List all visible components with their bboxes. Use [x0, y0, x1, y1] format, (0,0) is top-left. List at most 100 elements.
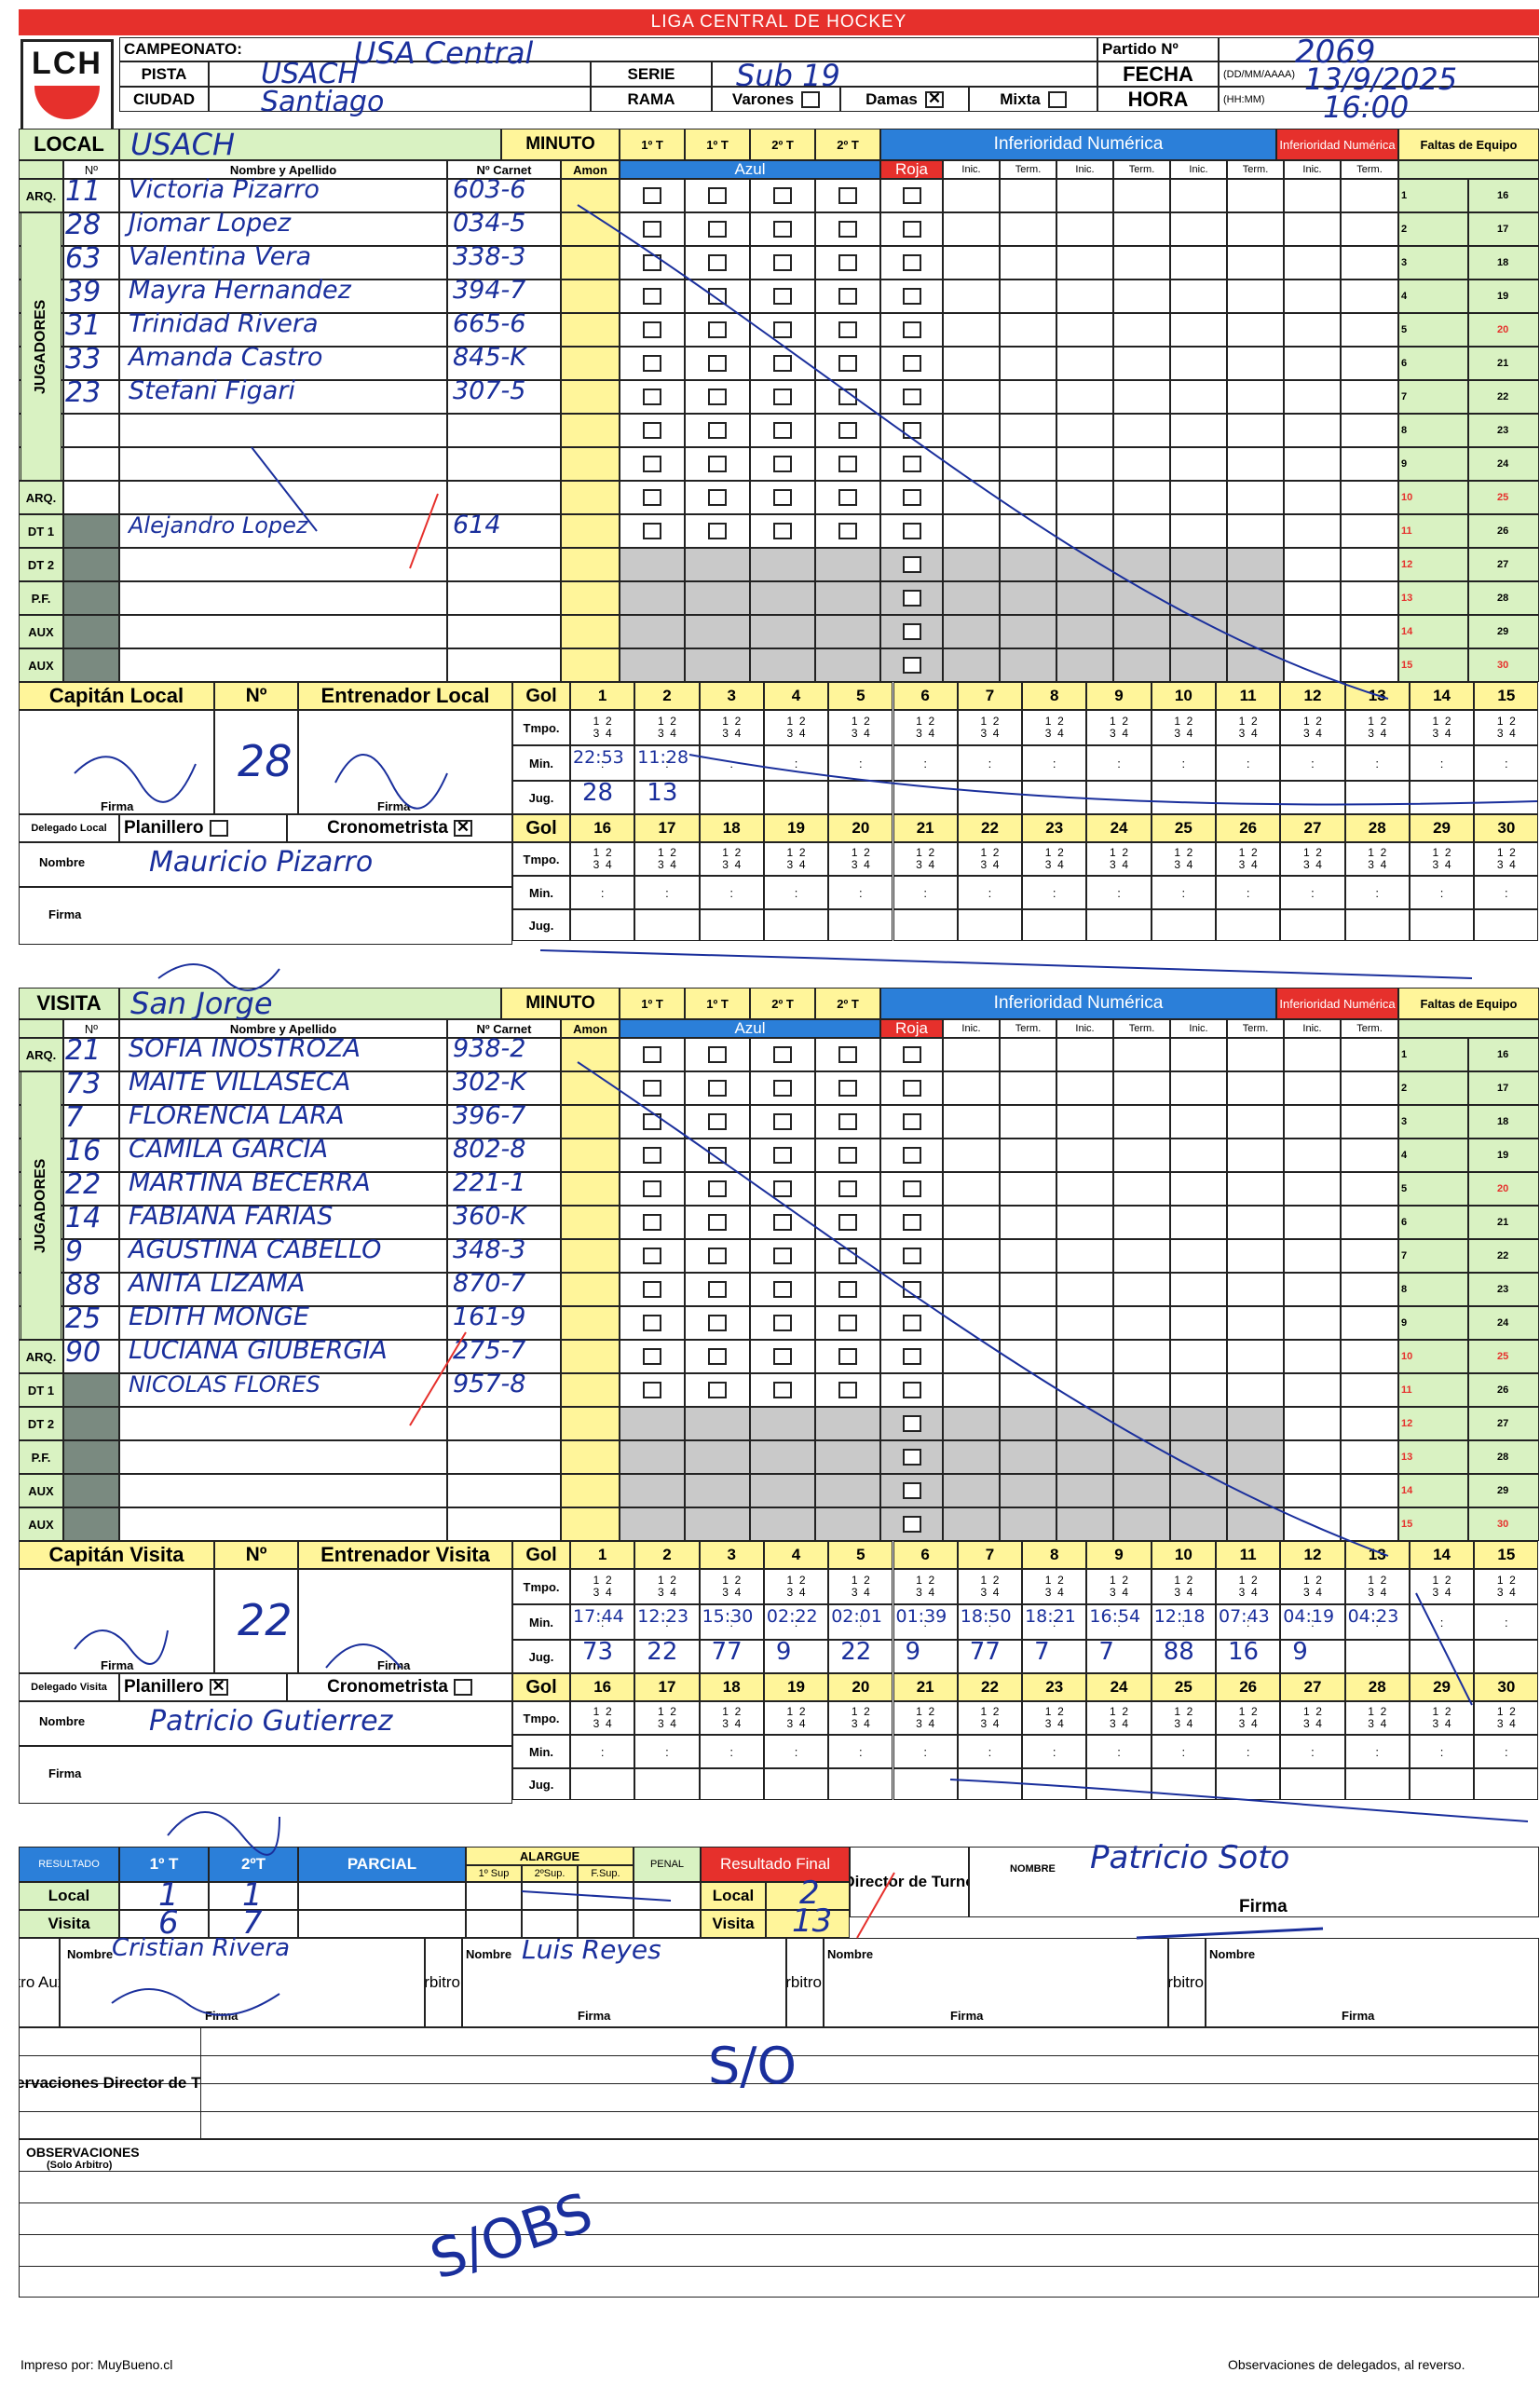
inferioridad-cell[interactable]	[1000, 1172, 1056, 1206]
result-visita-cell[interactable]	[298, 1910, 466, 1938]
azul-checkbox[interactable]	[643, 1080, 661, 1097]
goal-min-cell[interactable]: :	[1280, 1604, 1345, 1640]
amon-cell[interactable]	[561, 1105, 620, 1139]
planillero-cell[interactable]: Planillero	[119, 814, 287, 842]
azul-cell[interactable]	[620, 648, 685, 682]
player-number-cell[interactable]	[63, 447, 119, 481]
goal-jug-cell[interactable]	[634, 1640, 700, 1673]
entrenador-firma[interactable]	[298, 710, 512, 814]
inferioridad-cell[interactable]	[1113, 1306, 1170, 1340]
roja-cell[interactable]	[880, 1139, 943, 1172]
inferioridad-cell[interactable]	[1056, 1373, 1113, 1407]
falta-cell[interactable]: 28	[1468, 1440, 1539, 1474]
inferioridad-cell[interactable]	[1113, 1139, 1170, 1172]
delegado-firma-cell[interactable]	[19, 887, 512, 945]
inferioridad-cell[interactable]	[1113, 1507, 1170, 1541]
falta-cell[interactable]: 23	[1468, 414, 1539, 447]
inferioridad-cell[interactable]	[943, 1239, 1000, 1273]
rama-mixta[interactable]: Mixta	[969, 87, 1097, 112]
azul-checkbox[interactable]	[773, 1248, 792, 1264]
goal2-min-cell[interactable]: :	[1409, 876, 1475, 909]
goal-jug-cell[interactable]	[1280, 1640, 1345, 1673]
goal-min-cell[interactable]: :	[957, 1604, 1023, 1640]
goal-min-cell[interactable]: :	[828, 1604, 893, 1640]
azul-cell[interactable]	[750, 481, 815, 514]
goal-min-cell[interactable]: :	[1022, 745, 1087, 781]
inferioridad-cell[interactable]	[1341, 581, 1398, 615]
inferioridad-cell[interactable]	[1000, 1474, 1056, 1507]
inferioridad-cell[interactable]	[943, 212, 1000, 246]
goal-jug-cell[interactable]	[957, 1640, 1023, 1673]
inferioridad-cell[interactable]	[1056, 246, 1113, 280]
azul-cell[interactable]	[750, 1206, 815, 1239]
inferioridad-cell[interactable]	[1056, 414, 1113, 447]
azul-cell[interactable]	[815, 1340, 880, 1373]
goal2-min-cell[interactable]: :	[828, 1735, 893, 1768]
goal-min-cell[interactable]: :	[1151, 745, 1216, 781]
inferioridad-cell[interactable]	[943, 1340, 1000, 1373]
azul-cell[interactable]	[815, 1407, 880, 1440]
azul-checkbox[interactable]	[643, 489, 661, 506]
player-carnet-cell[interactable]	[447, 380, 561, 414]
azul-checkbox[interactable]	[708, 254, 727, 271]
azul-checkbox[interactable]	[708, 523, 727, 539]
roja-cell[interactable]	[880, 548, 943, 581]
inferioridad-cell[interactable]	[1170, 1474, 1227, 1507]
goal2-jug-cell[interactable]	[1474, 909, 1539, 941]
player-number-cell[interactable]	[63, 1105, 119, 1139]
falta-cell[interactable]: 14	[1398, 1474, 1468, 1507]
inferioridad-cell[interactable]	[1056, 212, 1113, 246]
roja-cell[interactable]	[880, 1038, 943, 1071]
azul-checkbox[interactable]	[773, 1080, 792, 1097]
azul-checkbox[interactable]	[643, 1315, 661, 1331]
player-number-cell[interactable]	[63, 548, 119, 581]
player-carnet-cell[interactable]	[447, 1474, 561, 1507]
goal2-min-cell[interactable]: :	[1216, 876, 1281, 909]
inferioridad-cell[interactable]	[1284, 1038, 1341, 1071]
player-carnet-cell[interactable]	[447, 1105, 561, 1139]
azul-cell[interactable]	[815, 447, 880, 481]
goal2-jug-cell[interactable]	[828, 909, 893, 941]
goal2-jug-cell[interactable]	[1409, 1768, 1475, 1800]
amon-cell[interactable]	[561, 1340, 620, 1373]
team-name-field[interactable]	[119, 129, 501, 160]
amon-cell[interactable]	[561, 380, 620, 414]
azul-checkbox[interactable]	[643, 1348, 661, 1365]
arb3-field[interactable]	[1206, 1938, 1539, 2027]
azul-checkbox[interactable]	[773, 288, 792, 305]
amon-cell[interactable]	[561, 1206, 620, 1239]
goal-jug-cell[interactable]	[1086, 781, 1152, 814]
player-name-cell[interactable]	[119, 280, 447, 313]
inferioridad-cell[interactable]	[1113, 1273, 1170, 1306]
falta-cell[interactable]: 8	[1398, 1273, 1468, 1306]
player-carnet-cell[interactable]	[447, 179, 561, 212]
inferioridad-cell[interactable]	[1000, 1373, 1056, 1407]
goal-jug-cell[interactable]	[699, 781, 764, 814]
inferioridad-cell[interactable]	[1113, 1407, 1170, 1440]
azul-checkbox[interactable]	[643, 1046, 661, 1063]
inferioridad-cell[interactable]	[1000, 648, 1056, 682]
azul-checkbox[interactable]	[708, 1281, 727, 1298]
result-local-cell[interactable]	[578, 1882, 634, 1910]
inferioridad-cell[interactable]	[1284, 1373, 1341, 1407]
falta-cell[interactable]: 3	[1398, 1105, 1468, 1139]
player-carnet-cell[interactable]	[447, 1071, 561, 1105]
azul-cell[interactable]	[750, 447, 815, 481]
arb-aux-field[interactable]	[60, 1938, 425, 2027]
planillero-cell[interactable]: Planillero	[119, 1673, 287, 1701]
player-number-cell[interactable]	[63, 1038, 119, 1071]
azul-checkbox[interactable]	[838, 321, 857, 338]
inferioridad-cell[interactable]	[1170, 1139, 1227, 1172]
goal2-min-cell[interactable]: :	[1022, 1735, 1087, 1768]
amon-cell[interactable]	[561, 615, 620, 648]
inferioridad-cell[interactable]	[1056, 1407, 1113, 1440]
inferioridad-cell[interactable]	[1170, 1105, 1227, 1139]
goal-jug-cell[interactable]	[1409, 1640, 1475, 1673]
